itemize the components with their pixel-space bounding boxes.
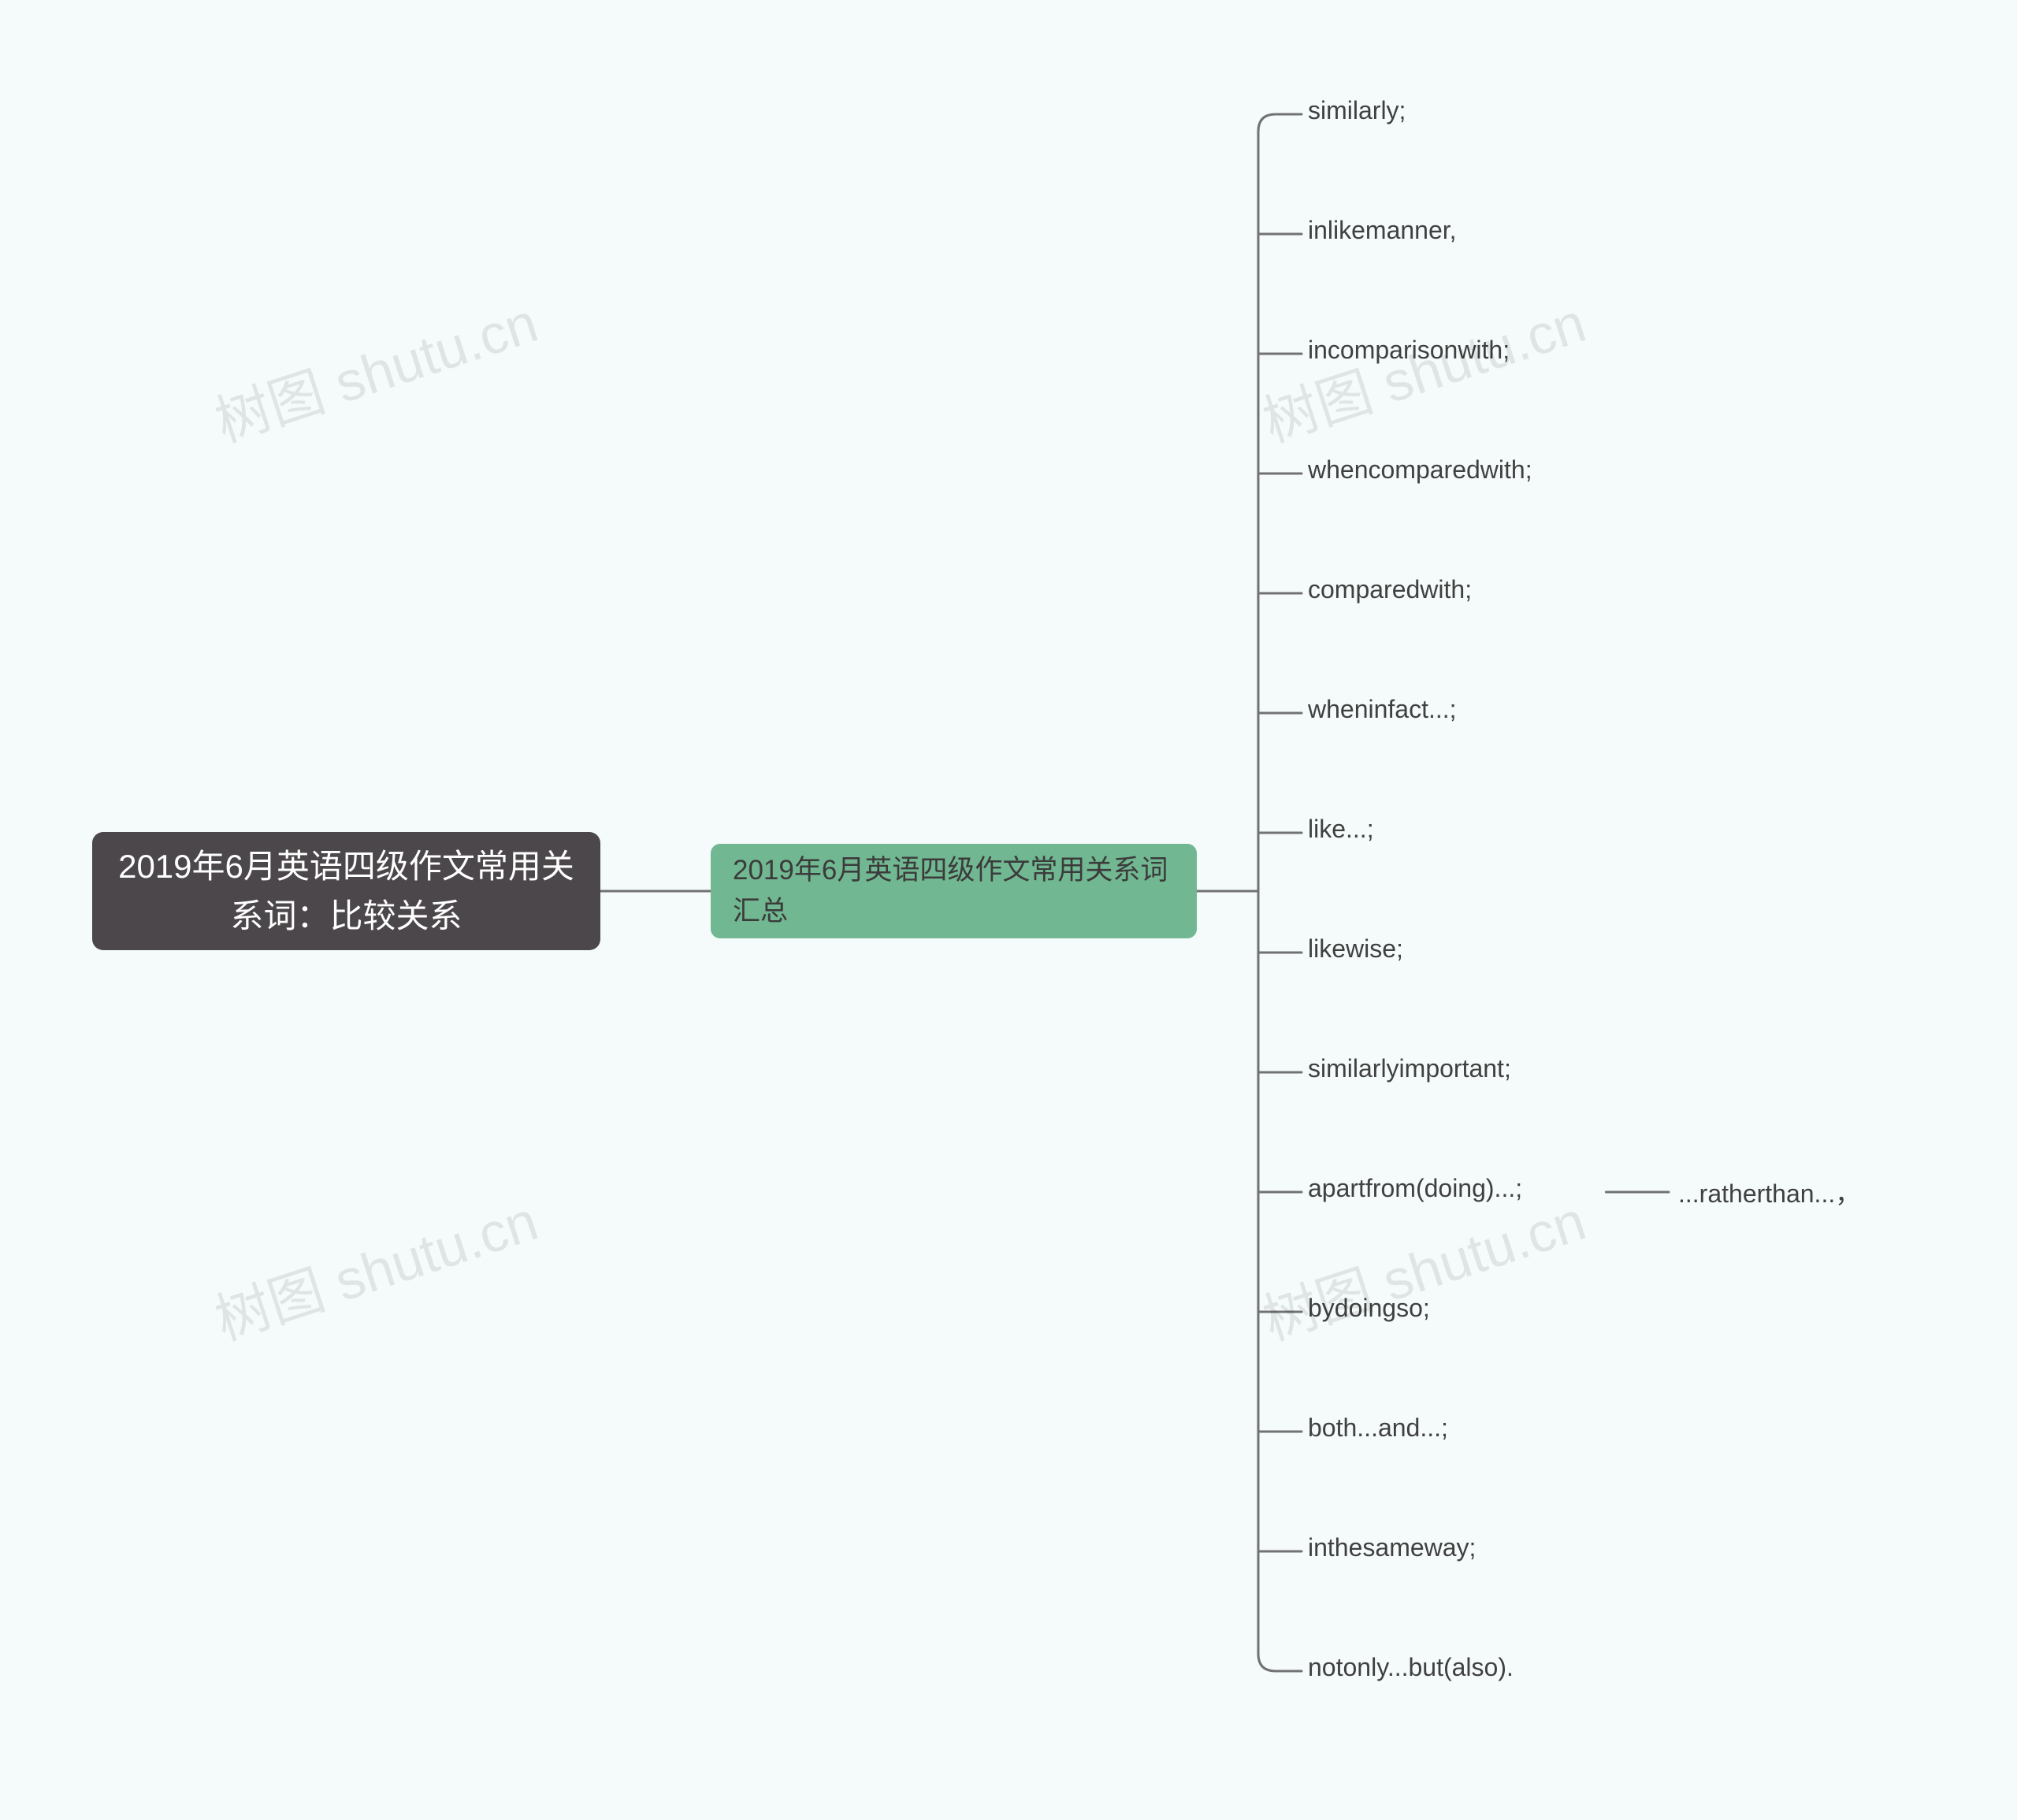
leaf-node-child: ...ratherthan...， — [1678, 1174, 1860, 1210]
leaf-node: both...and...; — [1308, 1413, 1448, 1443]
leaf-node: notonly...but(also). — [1308, 1653, 1514, 1682]
leaf-node: inlikemanner, — [1308, 216, 1457, 245]
leaf-node: inthesameway; — [1308, 1533, 1476, 1562]
watermark: 树图 shutu.cn — [204, 1177, 547, 1356]
level1-node: 2019年6月英语四级作文常用关系词汇总 — [711, 844, 1197, 938]
leaf-node: apartfrom(doing)...; — [1308, 1174, 1522, 1203]
leaf-node: similarly; — [1308, 96, 1406, 125]
leaf-node: likewise; — [1308, 934, 1403, 964]
leaf-node: like...; — [1308, 815, 1374, 844]
watermark: 树图 shutu.cn — [204, 279, 547, 458]
leaf-node: wheninfact...; — [1308, 695, 1457, 724]
leaf-node: whencomparedwith; — [1308, 455, 1532, 485]
leaf-node: comparedwith; — [1308, 575, 1472, 604]
leaf-node: similarlyimportant; — [1308, 1054, 1511, 1083]
root-node: 2019年6月英语四级作文常用关系词：比较关系 — [92, 832, 600, 950]
watermark: 树图 shutu.cn — [1252, 279, 1595, 458]
watermark: 树图 shutu.cn — [1252, 1177, 1595, 1356]
mindmap-canvas: 2019年6月英语四级作文常用关系词：比较关系 2019年6月英语四级作文常用关系… — [0, 0, 2017, 1820]
